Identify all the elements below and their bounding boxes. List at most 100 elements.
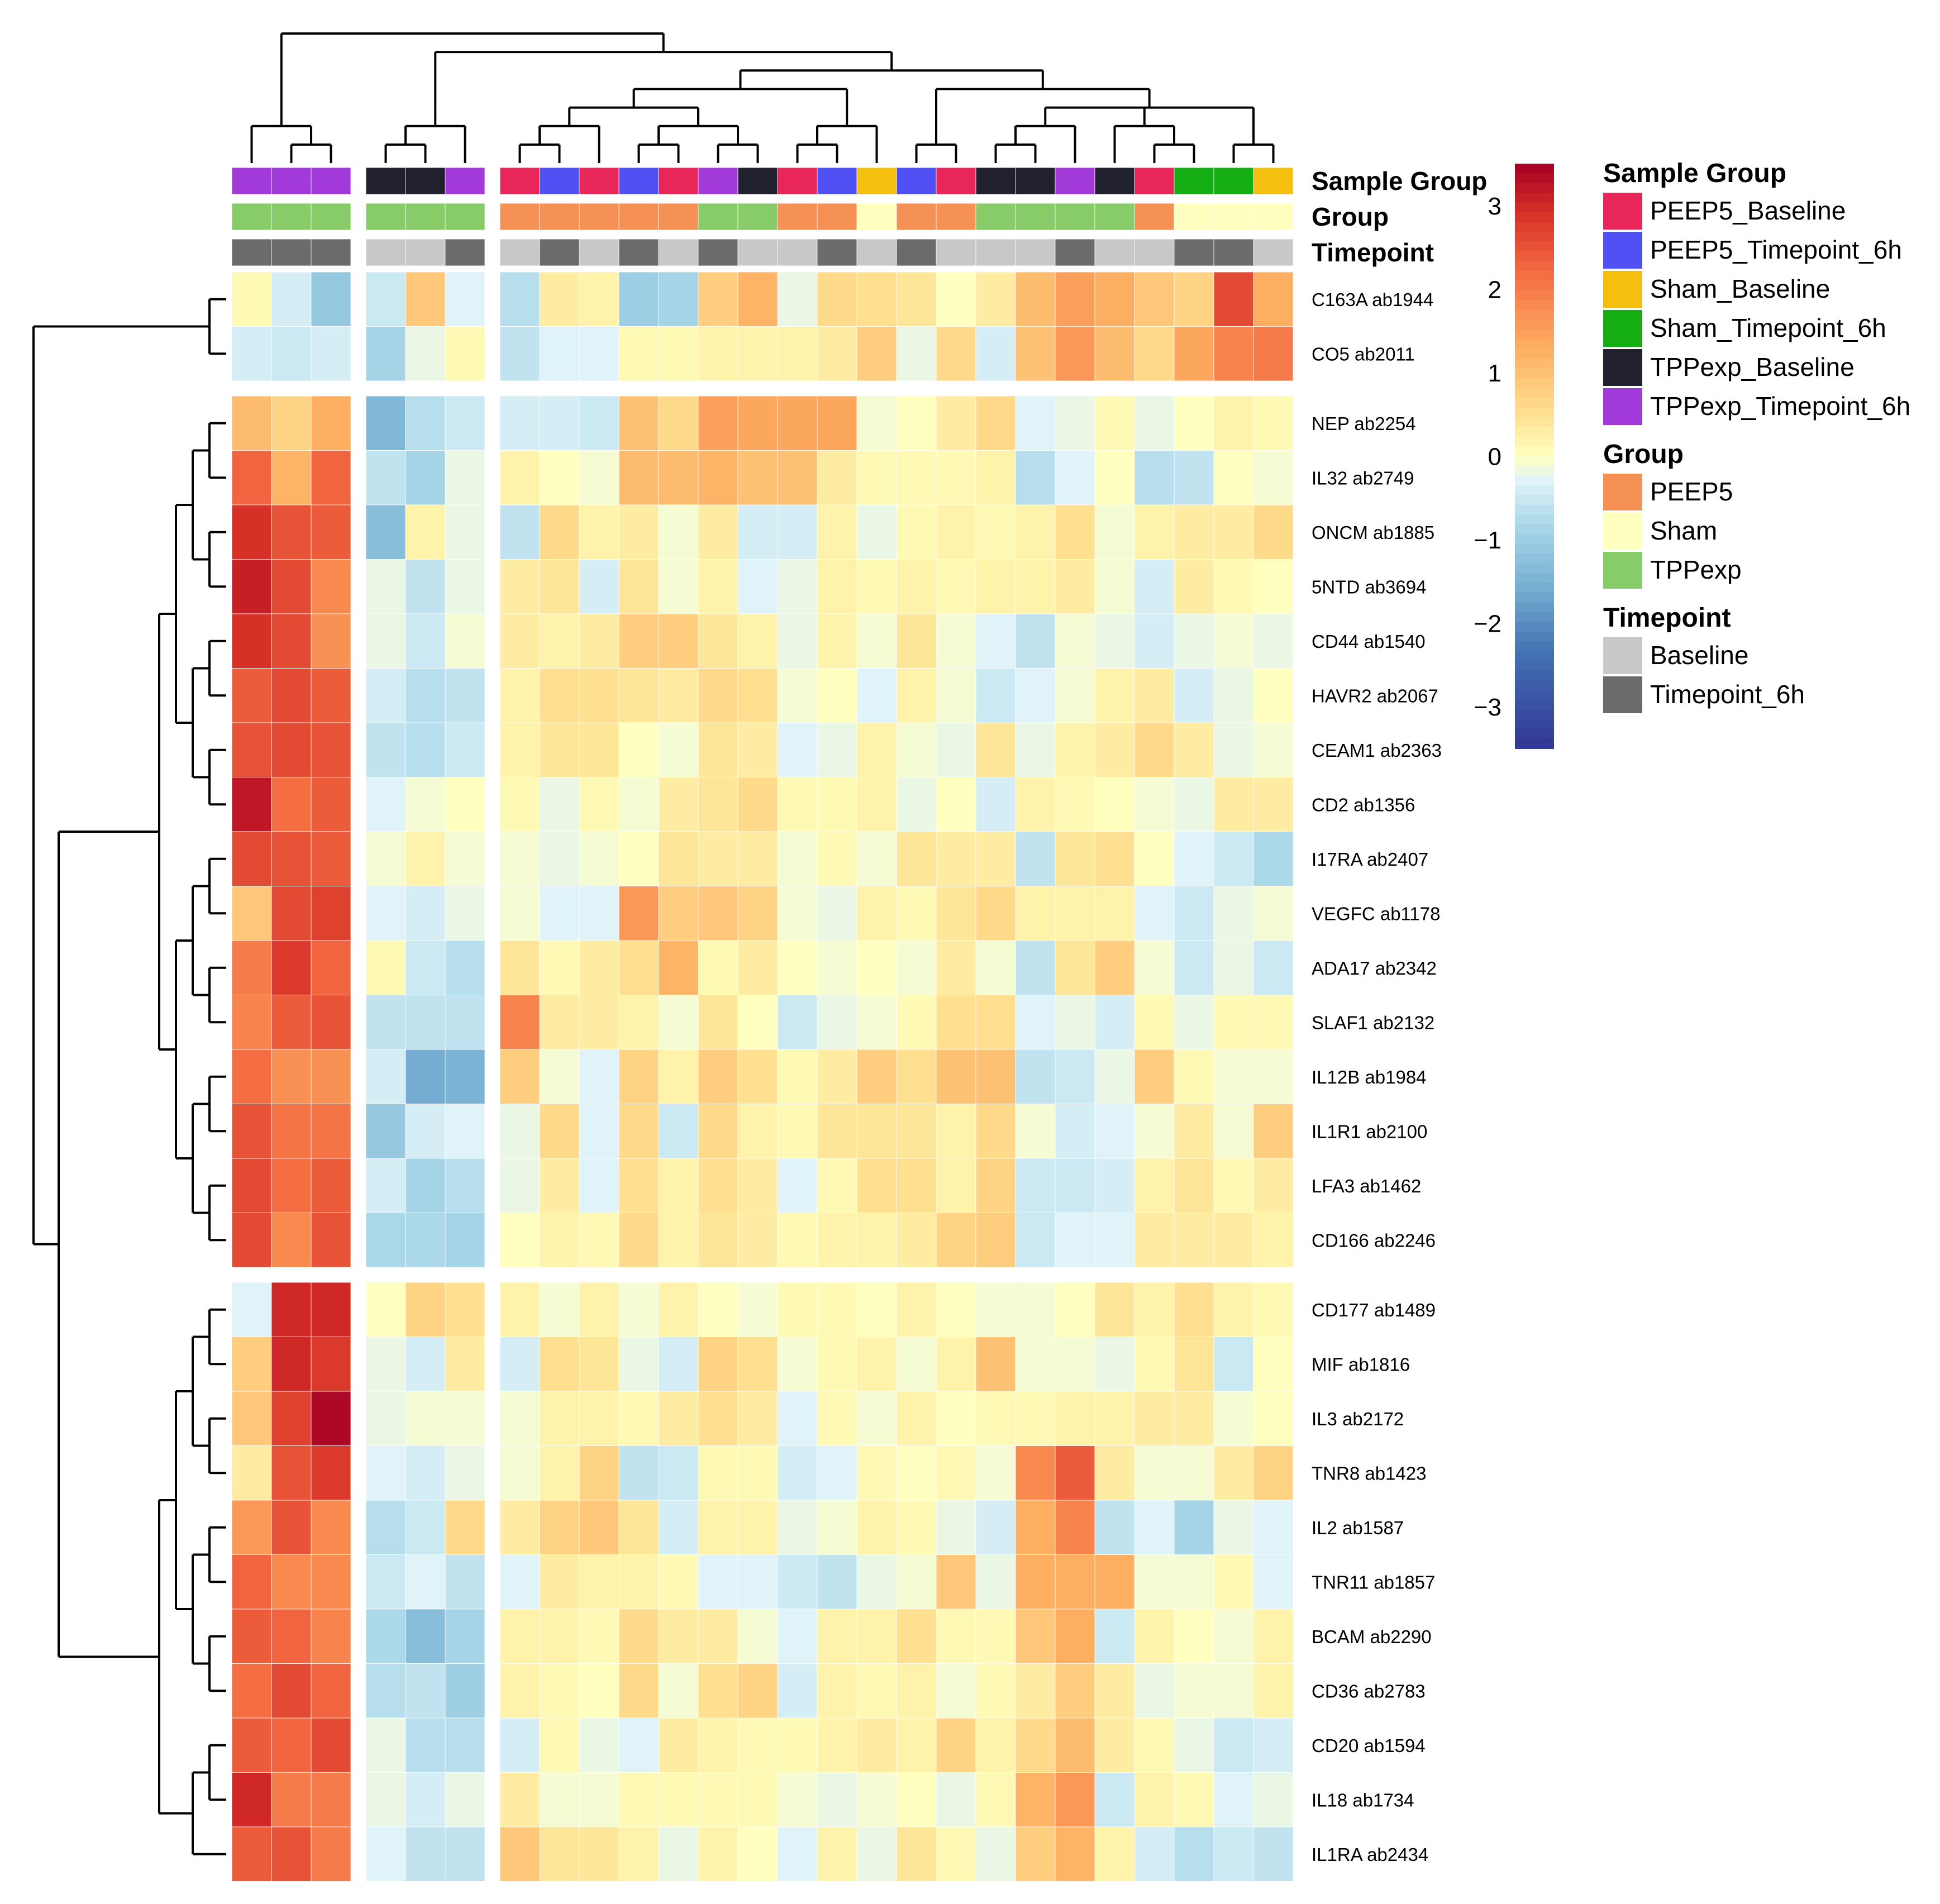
heatmap-cell: [737, 1337, 778, 1392]
heatmap-cell: [365, 271, 406, 327]
legend-swatch: [1603, 676, 1642, 713]
color-scale-bar: 3 2 1 0 −1 −2 −3: [1474, 164, 1554, 749]
color-scale-segment: [1515, 709, 1554, 720]
heatmap-cell: [1174, 995, 1214, 1050]
heatmap-cell: [231, 1826, 272, 1882]
color-scale-segment: [1515, 173, 1554, 184]
timepoint-track-cell: [1055, 238, 1095, 266]
heatmap-cell: [1055, 1049, 1095, 1104]
heatmap-cell: [1213, 504, 1254, 560]
heatmap-cell: [271, 940, 312, 995]
heatmap-cell: [231, 1104, 272, 1159]
heatmap-cell: [445, 668, 485, 723]
color-scale-segment: [1515, 543, 1554, 554]
heatmap-cell: [1094, 1663, 1135, 1719]
heatmap-cell: [539, 1104, 580, 1159]
heatmap-cell: [445, 395, 485, 451]
heatmap-cell: [579, 1826, 619, 1882]
color-scale-segment: [1515, 622, 1554, 632]
heatmap-cell: [1094, 777, 1135, 832]
heatmap-cell: [618, 559, 659, 614]
heatmap-cell: [1015, 326, 1056, 381]
group-track-cell: [1174, 203, 1214, 231]
color-scale-segment: [1515, 446, 1554, 457]
heatmap-cell: [777, 1213, 818, 1268]
heatmap-cell: [405, 1049, 446, 1104]
heatmap-cell: [1253, 1104, 1294, 1159]
heatmap-cell: [1213, 1104, 1254, 1159]
heatmap-cell: [405, 1663, 446, 1719]
sample-group-track-cell: [936, 167, 976, 195]
heatmap-cell: [1055, 613, 1095, 669]
heatmap-cell: [365, 559, 406, 614]
heatmap-cell: [618, 1826, 659, 1882]
heatmap-cell: [1015, 1500, 1056, 1555]
heatmap-cell: [698, 1445, 738, 1501]
heatmap-cell: [405, 559, 446, 614]
heatmap-cell: [737, 995, 778, 1050]
heatmap-cell: [365, 831, 406, 886]
heatmap-cell: [1253, 1554, 1294, 1610]
heatmap-cell: [365, 1717, 406, 1773]
heatmap-cell: [698, 1104, 738, 1159]
heatmap-cell: [445, 1609, 485, 1664]
heatmap-cell: [579, 940, 619, 995]
heatmap-cell: [1134, 940, 1175, 995]
heatmap-cell: [817, 1772, 857, 1827]
color-scale-tick-label: −2: [1474, 610, 1502, 638]
heatmap-cell: [1174, 271, 1214, 327]
color-scale-segment: [1515, 553, 1554, 564]
heatmap-cell: [1055, 1445, 1095, 1501]
heatmap-cell: [311, 777, 351, 832]
heatmap-cell: [618, 613, 659, 669]
color-scale-segment: [1515, 241, 1554, 252]
heatmap-cell: [737, 395, 778, 451]
color-scale-segment: [1515, 612, 1554, 623]
heatmap-cell: [365, 1554, 406, 1610]
color-scale-segment: [1515, 270, 1554, 281]
heatmap-cell: [1253, 504, 1294, 560]
heatmap-cell: [658, 1445, 699, 1501]
heatmap-cell: [539, 395, 580, 451]
heatmap-cell: [1174, 831, 1214, 886]
heatmap-cell: [1213, 1282, 1254, 1337]
heatmap-cell: [1174, 1772, 1214, 1827]
heatmap-cell: [499, 1282, 540, 1337]
heatmap-cell: [737, 668, 778, 723]
timepoint-track-cell: [936, 238, 976, 266]
heatmap-cell: [618, 271, 659, 327]
heatmap-cell: [405, 1826, 446, 1882]
group-track-cell: [975, 203, 1016, 231]
heatmap-cell: [817, 395, 857, 451]
heatmap-cell: [311, 1213, 351, 1268]
sample-group-track-cell: [1134, 167, 1175, 195]
legend-item-label: Sham_Timepoint_6h: [1650, 313, 1886, 342]
heatmap-cell: [856, 1500, 897, 1555]
heatmap-cell: [618, 450, 659, 505]
color-scale-segment: [1515, 572, 1554, 584]
heatmap-cell: [1015, 777, 1056, 832]
heatmap-cell: [271, 450, 312, 505]
heatmap-cell: [1134, 271, 1175, 327]
heatmap-cell: [1174, 450, 1214, 505]
heatmap-cell: [737, 1049, 778, 1104]
heatmap-cell: [1055, 940, 1095, 995]
row-label: IL3 ab2172: [1312, 1409, 1404, 1429]
heatmap-cell: [817, 504, 857, 560]
heatmap-cell: [1253, 1500, 1294, 1555]
heatmap-cell: [1253, 395, 1294, 451]
color-scale-segment: [1515, 280, 1554, 291]
heatmap-cell: [1015, 1104, 1056, 1159]
sample-group-track-cell: [579, 167, 619, 195]
color-scale-segment: [1515, 164, 1554, 174]
heatmap-cell: [365, 1158, 406, 1213]
heatmap-cell: [777, 504, 818, 560]
row-label: VEGFC ab1178: [1312, 903, 1441, 924]
heatmap-cell: [658, 1609, 699, 1664]
color-scale-segment: [1515, 660, 1554, 671]
heatmap-cell: [1213, 668, 1254, 723]
heatmap-cell: [817, 1445, 857, 1501]
heatmap-cell: [1174, 940, 1214, 995]
heatmap-cell: [1055, 1554, 1095, 1610]
group-track-cell: [231, 203, 272, 231]
